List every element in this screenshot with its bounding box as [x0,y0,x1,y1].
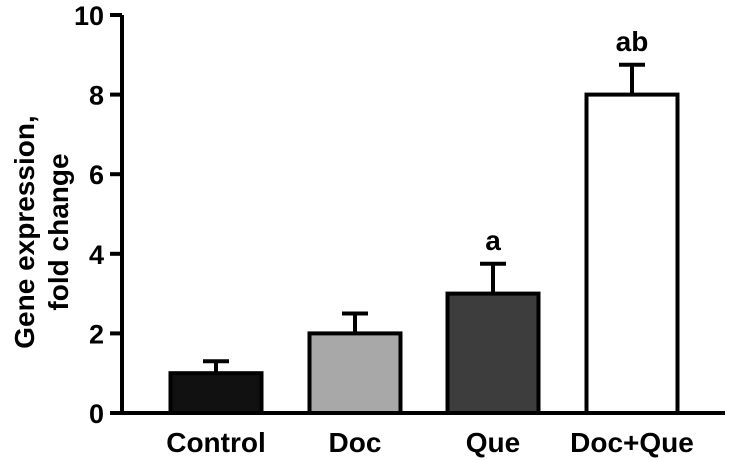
x-tick-labels-group: Control Doc Que Doc+Que [166,427,694,458]
bar [168,371,264,416]
significance-label: a [485,225,501,256]
bar [445,291,541,416]
x-tick-label: Doc+Que [570,427,694,458]
y-axis-label: Gene expression, fold change [9,115,74,348]
error-bars-group [203,62,645,374]
y-axis-label-line-2: fold change [43,153,74,310]
y-tick-label: 0 [89,399,104,429]
x-tick-label: Control [166,427,266,458]
significance-label: ab [616,26,649,57]
y-tick-label: 2 [89,319,104,349]
y-tick-label: 6 [89,160,104,190]
y-tick-label: 8 [89,81,104,111]
x-tick-label: Que [466,427,520,458]
bar [307,331,403,415]
y-axis: 0 2 4 6 8 10 [74,1,124,429]
bar [584,92,680,415]
bars-group [168,92,680,416]
y-tick-label: 10 [74,1,104,31]
significance-labels-group: a ab [485,26,648,256]
x-tick-label: Doc [329,427,382,458]
y-tick-label: 4 [89,240,104,270]
y-axis-label-line-1: Gene expression, [9,115,40,348]
